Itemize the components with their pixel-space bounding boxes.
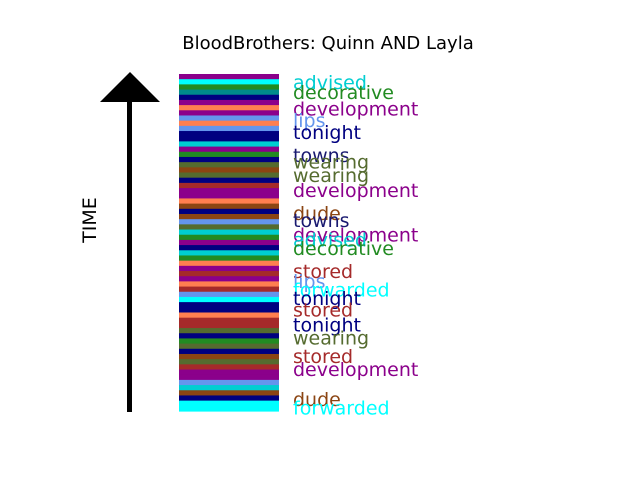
word-label: forwarded: [293, 280, 390, 302]
stripe: [179, 271, 279, 277]
stripe: [179, 219, 279, 225]
stripe: [179, 281, 279, 288]
stripe: [179, 203, 279, 210]
stripe: [179, 125, 279, 132]
stripe: [179, 198, 279, 205]
stripe: [179, 286, 279, 293]
stripe: [179, 182, 279, 189]
word-label: towns: [293, 145, 350, 167]
word-label: tonight: [293, 314, 361, 336]
stripe: [179, 307, 279, 314]
stripe: [179, 302, 279, 308]
time-arrow-head: [100, 72, 160, 102]
word-label: wearing: [293, 152, 369, 174]
stripe: [179, 89, 279, 96]
stripe: [179, 353, 279, 360]
word-label: tonight: [293, 288, 361, 310]
stripe: [179, 151, 279, 158]
word-label: development: [293, 359, 418, 381]
stripe: [179, 379, 279, 386]
stripe: [179, 162, 279, 168]
stripe: [179, 234, 279, 241]
word-label: lips: [293, 271, 326, 293]
stripe: [179, 255, 279, 262]
stripe: [179, 177, 279, 184]
word-label: dude: [293, 389, 341, 411]
stripe: [179, 94, 279, 101]
stripe: [179, 348, 279, 355]
stripe: [179, 260, 279, 267]
stripe: [179, 208, 279, 215]
stripe: [179, 105, 279, 111]
word-label: wearing: [293, 165, 369, 187]
y-axis-label: TIME: [79, 197, 101, 244]
stripe: [179, 131, 279, 137]
word-label: stored: [293, 346, 353, 368]
stripe: [179, 322, 279, 329]
word-label: decorative: [293, 82, 394, 104]
stripe: [179, 239, 279, 246]
stripe: [179, 364, 279, 371]
stripe: [179, 395, 279, 402]
stripe: [179, 343, 279, 350]
stripe: [179, 74, 279, 80]
stripe: [179, 338, 279, 345]
stripe: [179, 265, 279, 272]
stripe: [179, 120, 279, 127]
word-label: development: [293, 99, 418, 121]
word-label: stored: [293, 299, 353, 321]
stripe: [179, 115, 279, 122]
chart-title: BloodBrothers: Quinn AND Layla: [182, 33, 474, 54]
stripe: [179, 136, 279, 142]
word-label: forwarded: [293, 397, 390, 419]
stripe: [179, 224, 279, 231]
stripe: [179, 390, 279, 397]
stripe: [179, 369, 279, 376]
stripe: [179, 188, 279, 194]
stripe: [179, 291, 279, 298]
word-label: wearing: [293, 328, 369, 350]
stripe: [179, 172, 279, 179]
stripe: [179, 400, 279, 407]
stripe: [179, 374, 279, 381]
stripe: [179, 84, 279, 91]
stripe: [179, 229, 279, 236]
word-label: decorative: [293, 238, 394, 260]
stripe: [179, 245, 279, 251]
stripe: [179, 317, 279, 324]
stripe: [179, 359, 279, 365]
stripe: [179, 79, 279, 85]
time-arrow-shaft: [127, 100, 132, 412]
stripe: [179, 333, 279, 340]
stripe: [179, 141, 279, 148]
time-arrow: [100, 72, 160, 412]
word-label: lips: [293, 110, 326, 132]
word-label: stored: [293, 261, 353, 283]
word-label: advised: [293, 230, 367, 252]
word-label: development: [293, 225, 418, 247]
stripe: [179, 312, 279, 319]
stripe: [179, 276, 279, 282]
stripe: [179, 156, 279, 163]
stripe: [179, 296, 279, 303]
word-labels: adviseddecorativedevelopmentlipstonightt…: [293, 72, 418, 419]
stripe: [179, 213, 279, 220]
word-label: dude: [293, 203, 341, 225]
stripe-column: [179, 74, 279, 412]
stripe: [179, 328, 279, 334]
stripe: [179, 405, 279, 412]
stripe: [179, 167, 279, 174]
stripe: [179, 99, 279, 106]
word-label: advised: [293, 72, 367, 94]
word-label: towns: [293, 210, 350, 232]
stripe: [179, 110, 279, 117]
stripe: [179, 250, 279, 257]
stripe: [179, 193, 279, 200]
word-label: tonight: [293, 122, 361, 144]
word-label: development: [293, 180, 418, 202]
stripe: [179, 146, 279, 153]
stripe: [179, 385, 279, 391]
